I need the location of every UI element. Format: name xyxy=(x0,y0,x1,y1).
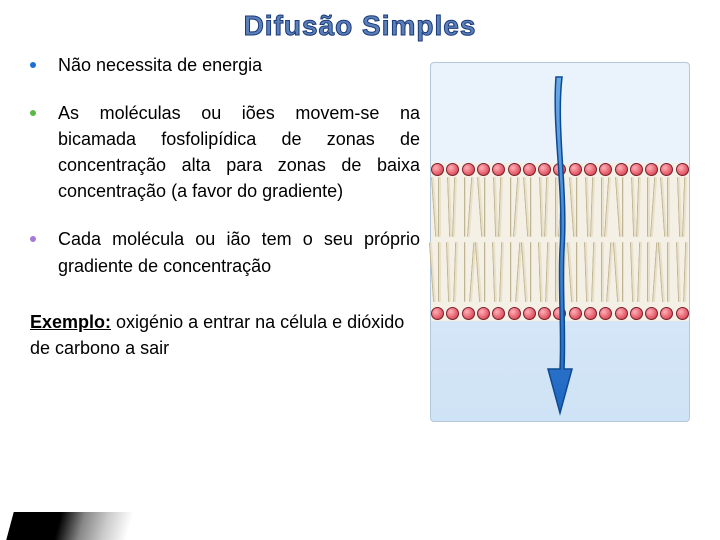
lipid-tail xyxy=(462,242,475,302)
lipid-head xyxy=(599,163,612,176)
list-item: Cada molécula ou ião tem o seu próprio g… xyxy=(30,226,420,278)
lipid-tail xyxy=(676,177,689,237)
lipid-tail xyxy=(446,177,459,237)
lipid-head xyxy=(615,307,628,320)
lipid-tail xyxy=(660,242,673,302)
bullet-dot xyxy=(30,62,36,68)
lipid-tail xyxy=(446,242,459,302)
lipid-head xyxy=(676,307,689,320)
lipid-tail xyxy=(599,177,612,237)
lipid-tail xyxy=(508,177,521,237)
lipid-tail xyxy=(492,242,505,302)
lipid-tail xyxy=(660,177,673,237)
lipid-head xyxy=(477,307,490,320)
lipid-head xyxy=(676,163,689,176)
example-label: Exemplo: xyxy=(30,312,111,332)
lipid-tail xyxy=(615,177,628,237)
list-item: As moléculas ou iões movem-se na bicamad… xyxy=(30,100,420,204)
lipid-head xyxy=(645,307,658,320)
lipid-tail xyxy=(645,177,658,237)
lipid-tail xyxy=(676,242,689,302)
lipid-head xyxy=(431,307,444,320)
lipid-head xyxy=(508,307,521,320)
list-item: Não necessita de energia xyxy=(30,52,420,78)
lipid-tail xyxy=(477,242,490,302)
bullet-dot xyxy=(30,110,36,116)
lipid-tail xyxy=(615,242,628,302)
bullet-dot xyxy=(30,236,36,242)
lipid-head xyxy=(462,307,475,320)
lipid-tail xyxy=(630,242,643,302)
bullet-text: Cada molécula ou ião tem o seu próprio g… xyxy=(58,226,420,278)
lipid-head xyxy=(660,163,673,176)
page-title: Difusão Simples xyxy=(0,0,720,42)
lipid-head xyxy=(630,163,643,176)
lipid-head xyxy=(462,163,475,176)
bullet-text: As moléculas ou iões movem-se na bicamad… xyxy=(58,100,420,204)
lipid-tail xyxy=(477,177,490,237)
lipid-head xyxy=(599,307,612,320)
lipid-tail xyxy=(599,242,612,302)
lipid-tail xyxy=(431,242,444,302)
lipid-head xyxy=(630,307,643,320)
content-area: Não necessita de energia As moléculas ou… xyxy=(0,42,720,422)
lipid-head xyxy=(446,307,459,320)
bullet-text: Não necessita de energia xyxy=(58,52,262,78)
lipid-head xyxy=(508,163,521,176)
lipid-head xyxy=(492,163,505,176)
lipid-tail xyxy=(508,242,521,302)
diffusion-arrow-icon xyxy=(530,69,590,419)
lipid-head xyxy=(645,163,658,176)
lipid-head xyxy=(615,163,628,176)
lipid-tail xyxy=(645,242,658,302)
lipid-head xyxy=(660,307,673,320)
bullet-list: Não necessita de energia As moléculas ou… xyxy=(30,52,420,279)
lipid-tail xyxy=(492,177,505,237)
lipid-tail xyxy=(431,177,444,237)
lipid-head xyxy=(446,163,459,176)
lipid-tail xyxy=(462,177,475,237)
lipid-head xyxy=(492,307,505,320)
example-text: Exemplo: oxigénio a entrar na célula e d… xyxy=(30,309,420,361)
corner-shadow xyxy=(6,512,134,540)
lipid-head xyxy=(477,163,490,176)
lipid-head xyxy=(431,163,444,176)
lipid-tail xyxy=(630,177,643,237)
membrane-diagram xyxy=(430,62,690,422)
text-column: Não necessita de energia As moléculas ou… xyxy=(30,52,430,422)
